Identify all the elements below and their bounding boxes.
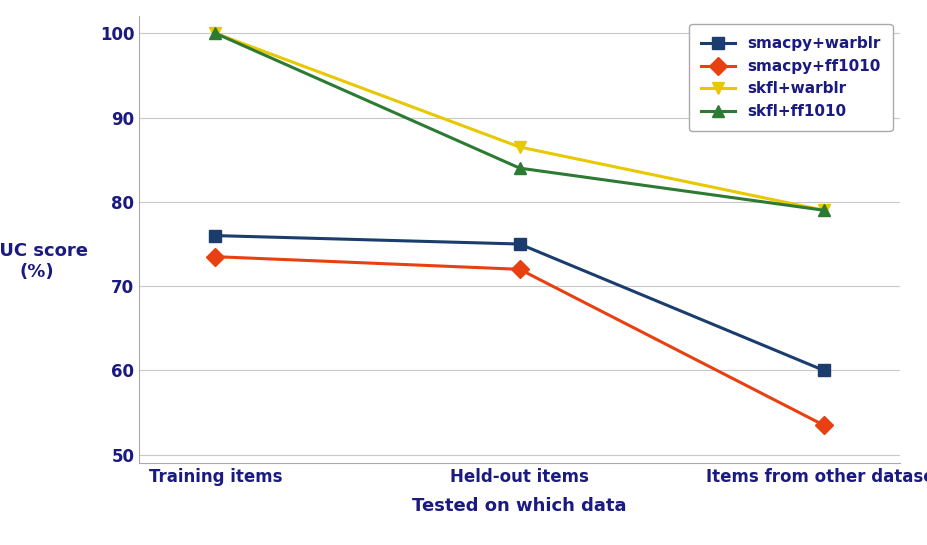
smacpy+warblr	[818, 367, 829, 374]
X-axis label: Tested on which data: Tested on which data	[412, 497, 627, 515]
smacpy+ff1010	[210, 253, 221, 260]
skfl+ff1010	[514, 165, 525, 171]
skfl+warblr	[210, 30, 221, 37]
skfl+ff1010	[210, 30, 221, 37]
skfl+ff1010	[818, 207, 829, 214]
smacpy+warblr	[210, 232, 221, 239]
skfl+warblr	[818, 207, 829, 214]
smacpy+ff1010	[818, 422, 829, 428]
Line: smacpy+warblr: smacpy+warblr	[209, 229, 830, 377]
Line: smacpy+ff1010: smacpy+ff1010	[209, 250, 830, 432]
Line: skfl+warblr: skfl+warblr	[209, 27, 830, 216]
smacpy+warblr	[514, 241, 525, 247]
Text: AUC score
(%): AUC score (%)	[0, 242, 88, 281]
skfl+warblr	[514, 144, 525, 150]
smacpy+ff1010	[514, 266, 525, 272]
Legend: smacpy+warblr, smacpy+ff1010, skfl+warblr, skfl+ff1010: smacpy+warblr, smacpy+ff1010, skfl+warbl…	[688, 24, 892, 131]
Line: skfl+ff1010: skfl+ff1010	[209, 27, 830, 216]
